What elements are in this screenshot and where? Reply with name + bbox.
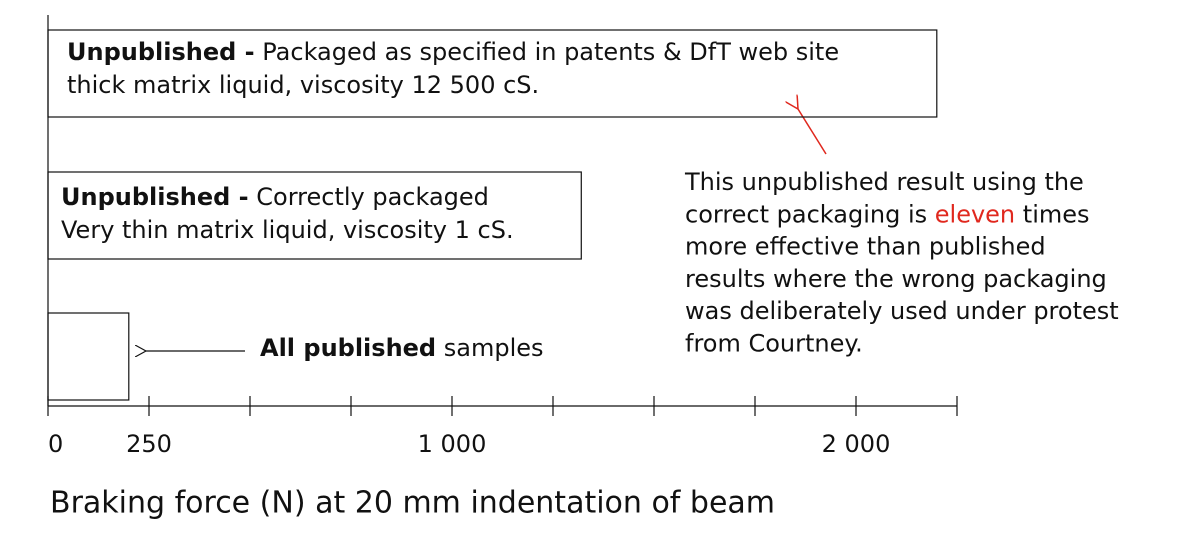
bar-label: Unpublished - Correctly packaged [61,183,489,211]
annotation-line: from Courtney. [685,330,863,358]
bar-label: All published samples [260,334,544,362]
highlight: eleven [935,200,1015,228]
bar-label-bold: Unpublished - [61,183,249,211]
annotation-text: results where the wrong packaging [685,265,1107,293]
bar [47,312,130,401]
annotation-line: results where the wrong packaging [685,265,1107,293]
bar-label-line2: thick matrix liquid, viscosity 12 500 cS… [67,71,539,99]
bar-label-text: samples [444,334,544,362]
bar-label-bold: Unpublished - [67,38,255,66]
x-tick-label: 1 000 [418,430,487,458]
bar [47,171,582,260]
annotation-text: This unpublished result using the [684,168,1084,196]
bar-label-line2: Very thin matrix liquid, viscosity 1 cS. [61,216,514,244]
annotation-text: was deliberately used under protest [685,297,1119,325]
x-tick-label: 0 [48,430,63,458]
x-tick-label: 250 [126,430,172,458]
annotation-line: correct packaging is eleven times [685,200,1090,228]
bar [47,29,938,118]
annotation-line: was deliberately used under protest [685,297,1119,325]
x-axis-title: Braking force (N) at 20 mm indentation o… [50,486,775,521]
annotation-line: This unpublished result using the [684,168,1084,196]
annotation-text: from Courtney. [685,330,863,358]
x-tick-label: 2 000 [822,430,891,458]
red-arrow [798,109,827,155]
annotation-line: more effective than published [685,233,1046,261]
bar-label-text: Packaged as specified in patents & DfT w… [262,38,839,66]
bar-label-text: Correctly packaged [256,183,489,211]
annotation-text: correct packaging is [685,200,935,228]
bar-label: Unpublished - Packaged as specified in p… [67,38,839,66]
annotation-text: more effective than published [685,233,1046,261]
bar-label-bold: All published [260,334,436,362]
annotation-text: times [1015,200,1089,228]
